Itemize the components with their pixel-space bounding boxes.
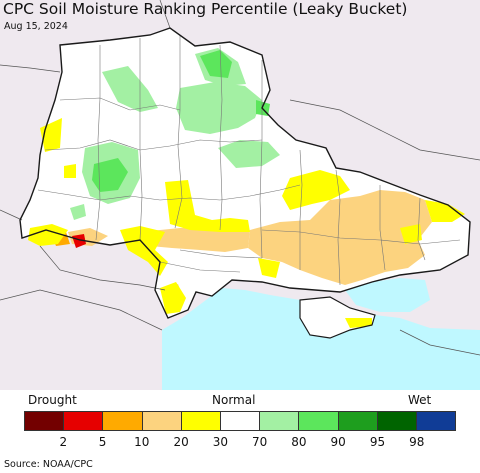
legend-swatch bbox=[25, 412, 65, 430]
very-wet-north bbox=[200, 50, 232, 78]
legend-tick-label: 80 bbox=[291, 435, 307, 449]
legend-swatch bbox=[220, 412, 261, 430]
legend-normal-label: Normal bbox=[212, 393, 256, 407]
legend-tick-label: 20 bbox=[173, 435, 189, 449]
very-wet-west bbox=[92, 158, 128, 192]
legend-tick-label: 5 bbox=[98, 435, 107, 449]
crimea-border bbox=[299, 296, 376, 339]
legend-tick-label: 10 bbox=[134, 435, 150, 449]
yellow-west-spot bbox=[64, 164, 76, 178]
legend-tick-label: 95 bbox=[369, 435, 386, 449]
legend-swatch bbox=[416, 412, 456, 430]
legend-tick-label: 2 bbox=[59, 435, 68, 449]
dry-east-region bbox=[248, 190, 432, 285]
map-title: CPC Soil Moisture Ranking Percentile (Le… bbox=[3, 0, 408, 18]
wet-north-center bbox=[176, 82, 262, 134]
map-date: Aug 15, 2024 bbox=[4, 21, 68, 32]
legend-swatch bbox=[181, 412, 221, 430]
legend-swatch bbox=[64, 412, 104, 430]
legend-drought-label: Drought bbox=[28, 393, 77, 407]
legend-swatch bbox=[299, 412, 339, 430]
severe-dry-west bbox=[72, 234, 86, 248]
legend-color-bar bbox=[24, 411, 456, 431]
wet-east-sumy bbox=[218, 140, 280, 168]
yellow-central-west bbox=[28, 224, 68, 246]
source-credit: Source: NOAA/CPC bbox=[4, 459, 93, 470]
crimea-peninsula bbox=[300, 297, 375, 338]
oblast-boundaries bbox=[37, 35, 461, 286]
legend-swatch bbox=[103, 412, 143, 430]
wet-north-west bbox=[102, 66, 158, 112]
legend-tick-label: 70 bbox=[251, 435, 268, 449]
legend-wet-label: Wet bbox=[408, 393, 432, 407]
yellow-kirovohrad bbox=[165, 180, 250, 232]
legend-tick-label: 90 bbox=[330, 435, 346, 449]
yellow-crimea-east bbox=[345, 318, 372, 328]
legend-swatch bbox=[142, 412, 182, 430]
dry-central-band bbox=[140, 228, 250, 252]
legend-swatch bbox=[377, 412, 417, 430]
yellow-central bbox=[120, 226, 168, 276]
yellow-east-far bbox=[425, 200, 465, 222]
yellow-south-odesa bbox=[160, 282, 186, 314]
neighbor-boundaries bbox=[0, 0, 480, 356]
sea-of-azov bbox=[345, 278, 430, 312]
soil-moisture-map bbox=[0, 0, 480, 390]
legend-tick-label: 98 bbox=[409, 435, 425, 449]
ukraine-border bbox=[19, 27, 471, 319]
black-sea bbox=[162, 288, 480, 390]
legend-swatch bbox=[260, 412, 300, 430]
wet-southwest bbox=[70, 204, 86, 220]
yellow-zaporizhzhia bbox=[258, 258, 280, 278]
legend-tick-label: 30 bbox=[212, 435, 228, 449]
yellow-east-north bbox=[282, 170, 350, 210]
legend-swatch bbox=[338, 412, 378, 430]
yellow-donetsk bbox=[400, 224, 422, 244]
